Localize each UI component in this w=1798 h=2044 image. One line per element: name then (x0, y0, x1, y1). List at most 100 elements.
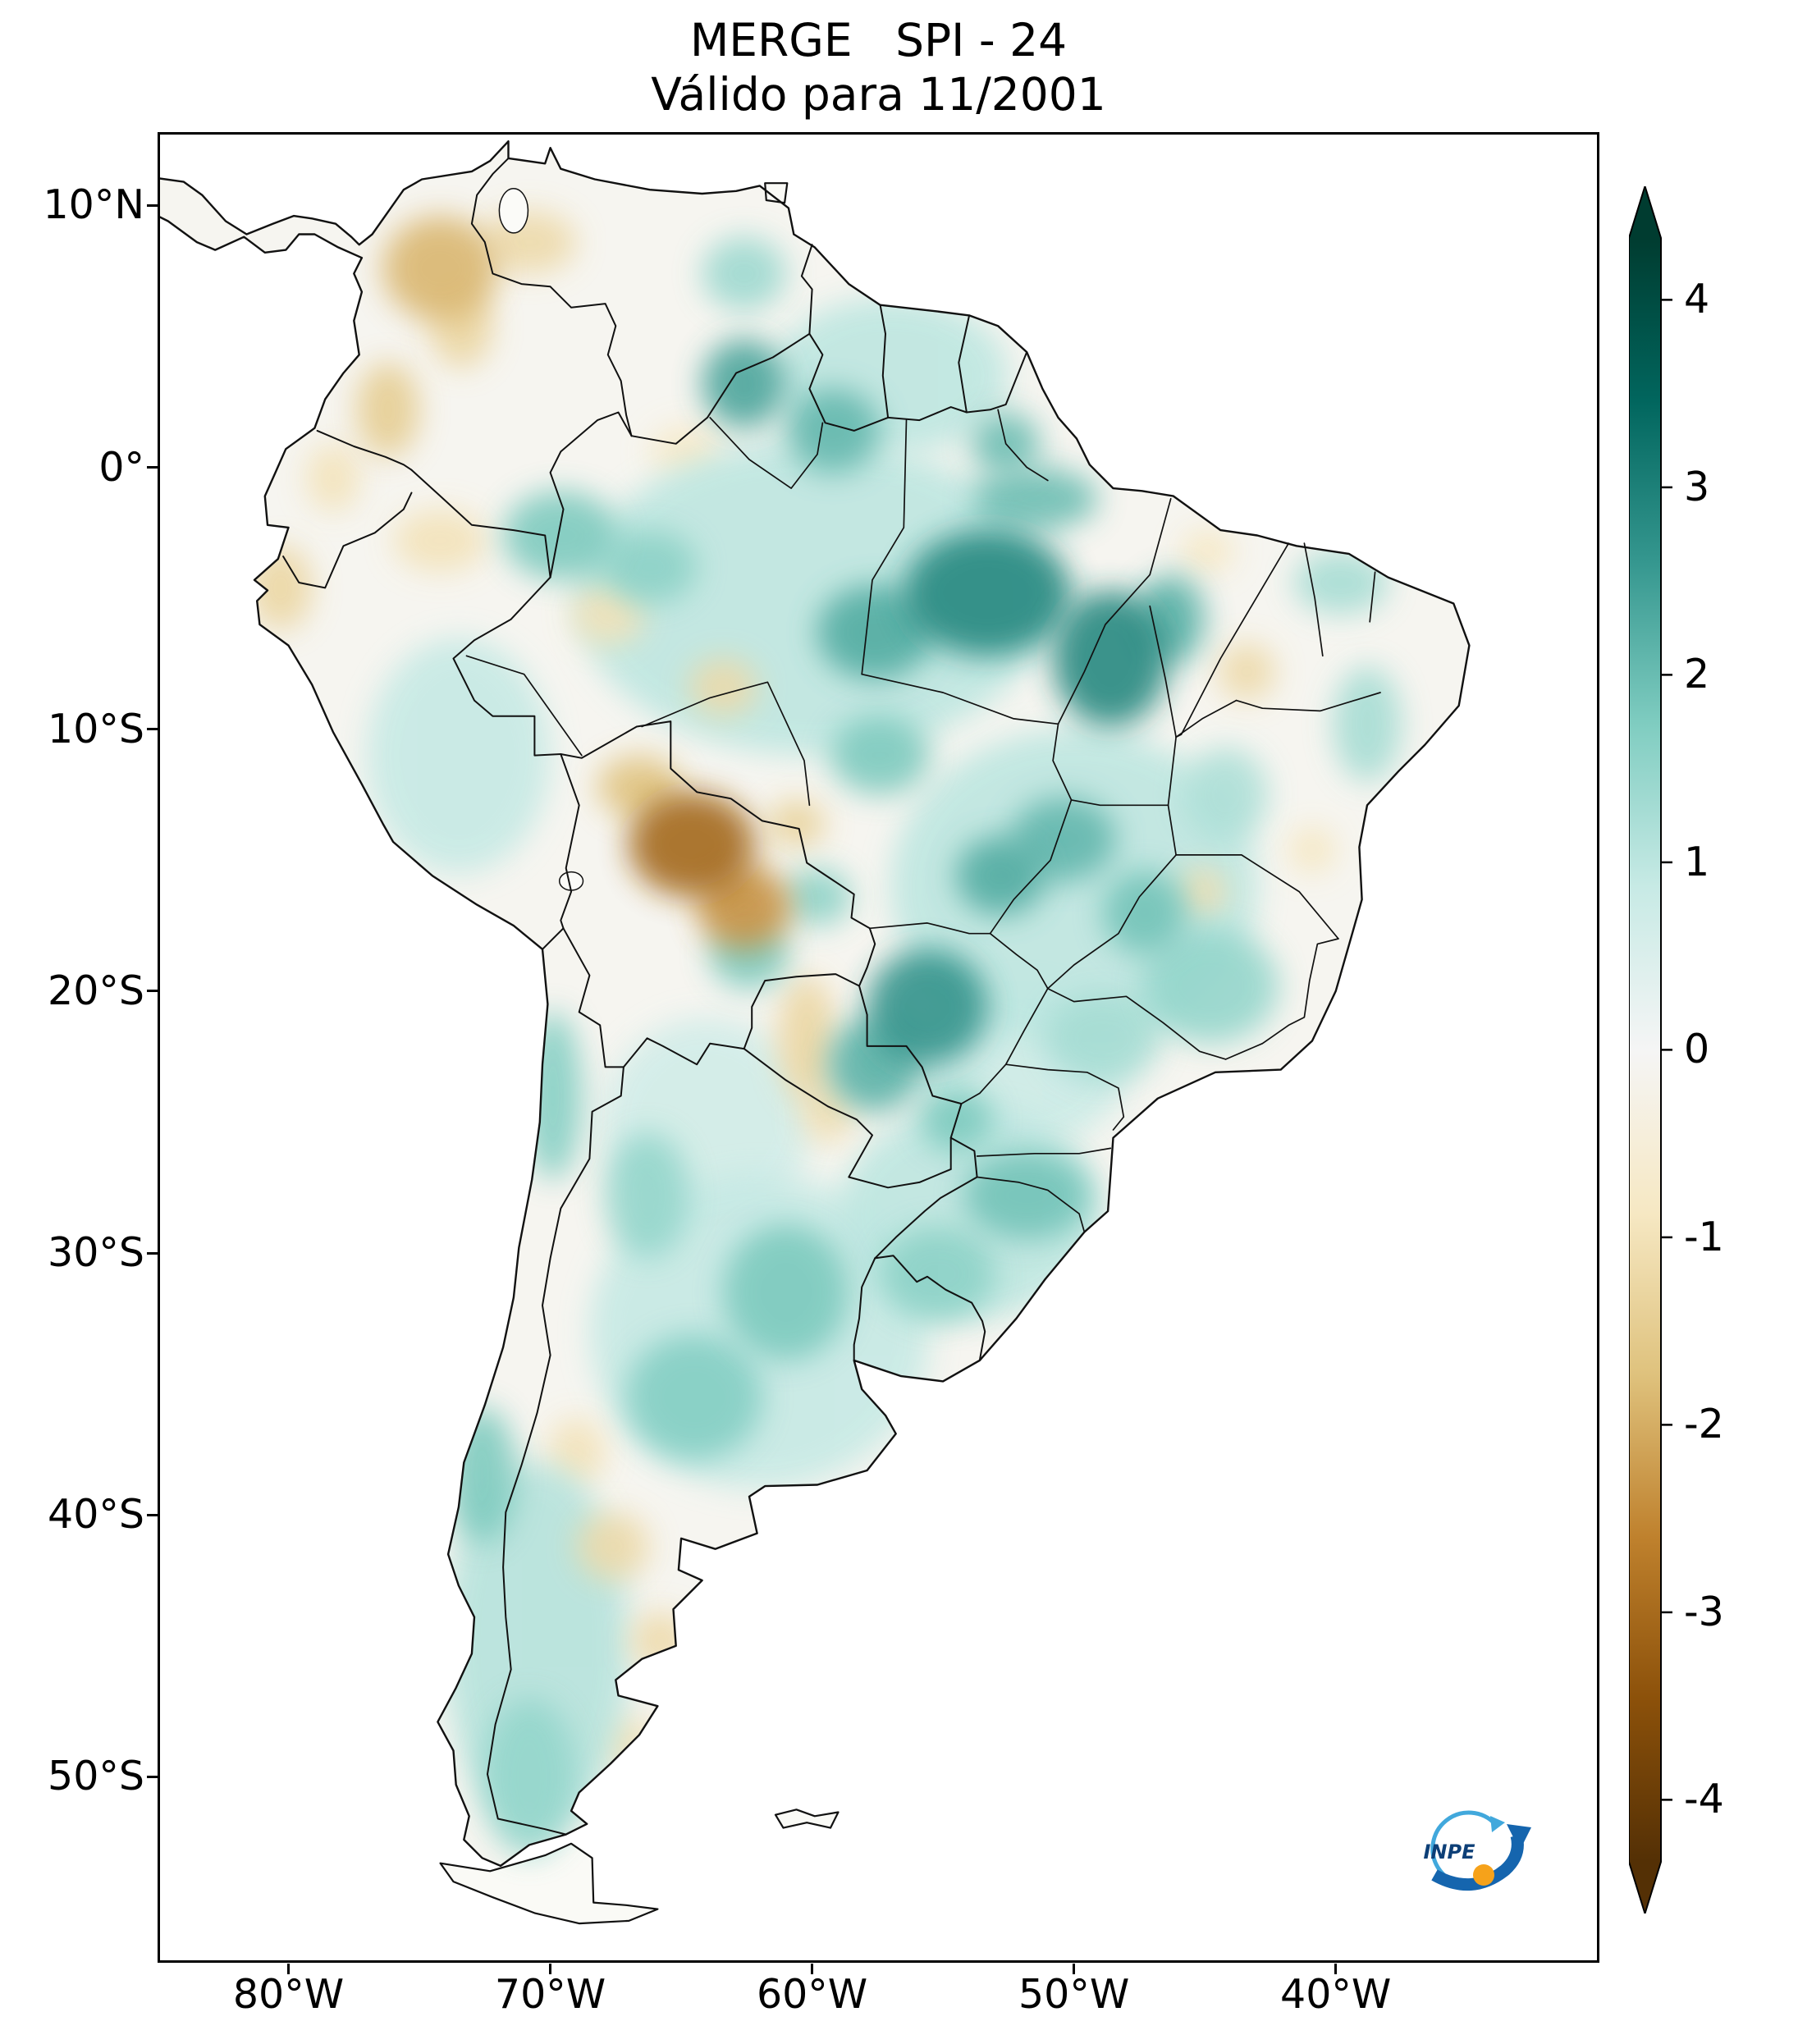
y-tick-label: 10°N (43, 181, 144, 229)
country-border (853, 1257, 876, 1361)
y-tick-label: 30°S (48, 1229, 144, 1277)
spi-region (817, 585, 933, 680)
inpe-orange-dot-icon (1473, 1864, 1494, 1886)
spi-region (880, 1227, 995, 1322)
state-border (861, 419, 908, 675)
state-border (1167, 804, 1177, 856)
x-tick-label: 50°W (1018, 1971, 1130, 2018)
y-tick-label: 50°S (48, 1753, 144, 1800)
figure-title: MERGE SPI - 24 (689, 14, 1068, 66)
spi-region (1141, 928, 1279, 1044)
spi-region (904, 530, 1072, 656)
state-border (997, 409, 1049, 482)
spi-region (602, 530, 698, 604)
colorbar-tick-label: 0 (1684, 1026, 1710, 1073)
country-border (470, 157, 633, 437)
island-coastline (774, 1809, 840, 1829)
country-border (965, 351, 1028, 414)
island-landmass (440, 1843, 658, 1924)
figure-subtitle: Válido para 11/2001 (651, 68, 1106, 121)
spi-region (1178, 867, 1226, 916)
state-border (641, 681, 811, 807)
colorbar-tick-label: 3 (1684, 463, 1710, 510)
country-border (560, 720, 876, 987)
colorbar-tick-label: -1 (1684, 1213, 1724, 1260)
spi-region (393, 509, 487, 573)
inpe-orbit-arrowhead-icon (1507, 1824, 1531, 1850)
country-border (410, 469, 551, 578)
spi-region (1045, 994, 1161, 1083)
colorbar-tick-label: -2 (1684, 1401, 1724, 1448)
y-tick-mark (147, 728, 158, 731)
inpe-swirl-arrowhead-icon (1490, 1816, 1505, 1832)
colorbar-tick-label: 2 (1684, 651, 1710, 698)
state-border (976, 1147, 1112, 1157)
state-border (861, 673, 1059, 725)
country-border (542, 927, 565, 950)
state-border (1303, 542, 1324, 657)
country-border (622, 1037, 745, 1068)
state-border (1175, 854, 1339, 940)
country-border (452, 576, 562, 757)
spi-region (626, 1334, 762, 1461)
x-tick-mark (287, 1964, 291, 1974)
state-border (1235, 692, 1381, 712)
y-tick-mark (147, 990, 158, 993)
colorbar-tick-label: 4 (1684, 276, 1710, 323)
country-border (858, 985, 963, 1170)
spi-region (867, 949, 988, 1065)
state-border (1369, 571, 1376, 623)
lake (558, 871, 584, 891)
spi-region (382, 216, 498, 321)
spi-region (972, 467, 1098, 531)
y-tick-mark (147, 1251, 158, 1255)
country-border (958, 314, 971, 414)
country-border (316, 429, 413, 471)
spi-region (702, 236, 786, 311)
state-border (1057, 497, 1172, 725)
spi-region (367, 638, 551, 874)
spi-region (963, 1150, 1090, 1241)
state-border (709, 417, 824, 489)
inpe-orbit-arrow-icon (1431, 1834, 1524, 1891)
state-border (976, 1176, 1086, 1233)
country-border (743, 1048, 952, 1189)
spi-region (503, 491, 619, 580)
y-tick-label: 0° (98, 443, 144, 491)
inpe-logo: INPE (1424, 1810, 1531, 1891)
spi-region (576, 1512, 650, 1580)
spi-region (629, 792, 755, 897)
spi-region (1288, 825, 1336, 874)
x-tick-label: 80°W (232, 1971, 345, 2018)
plot-frame (158, 132, 1599, 1963)
x-tick-mark (1334, 1964, 1338, 1974)
country-border (874, 1255, 986, 1361)
spi-region (605, 1132, 689, 1259)
country-border (630, 332, 811, 445)
x-tick-mark (1073, 1964, 1076, 1974)
island-coastline (764, 182, 789, 204)
state-border (1149, 605, 1177, 807)
island-landmass (775, 1809, 839, 1828)
country-border (562, 927, 624, 1068)
y-tick-label: 40°S (48, 1491, 144, 1539)
island-coastline (439, 1842, 659, 1925)
x-tick-label: 60°W (756, 1971, 868, 2018)
colorbar-tick-label: -4 (1684, 1776, 1724, 1823)
spi-region (723, 1223, 849, 1360)
country-border (549, 411, 633, 578)
spi-region (306, 443, 359, 512)
state-border (989, 932, 1049, 990)
spi-region (482, 1698, 577, 1856)
y-tick-mark (147, 1513, 158, 1516)
x-tick-label: 70°W (494, 1971, 606, 2018)
country-border (887, 406, 968, 422)
spi-region (785, 388, 881, 473)
spi-field (249, 210, 1402, 1856)
country-border (560, 753, 580, 930)
island-landmass (765, 183, 788, 203)
spi-region (524, 1012, 582, 1180)
state-border (1224, 938, 1339, 1060)
colorbar-tick-label: 1 (1684, 838, 1710, 885)
